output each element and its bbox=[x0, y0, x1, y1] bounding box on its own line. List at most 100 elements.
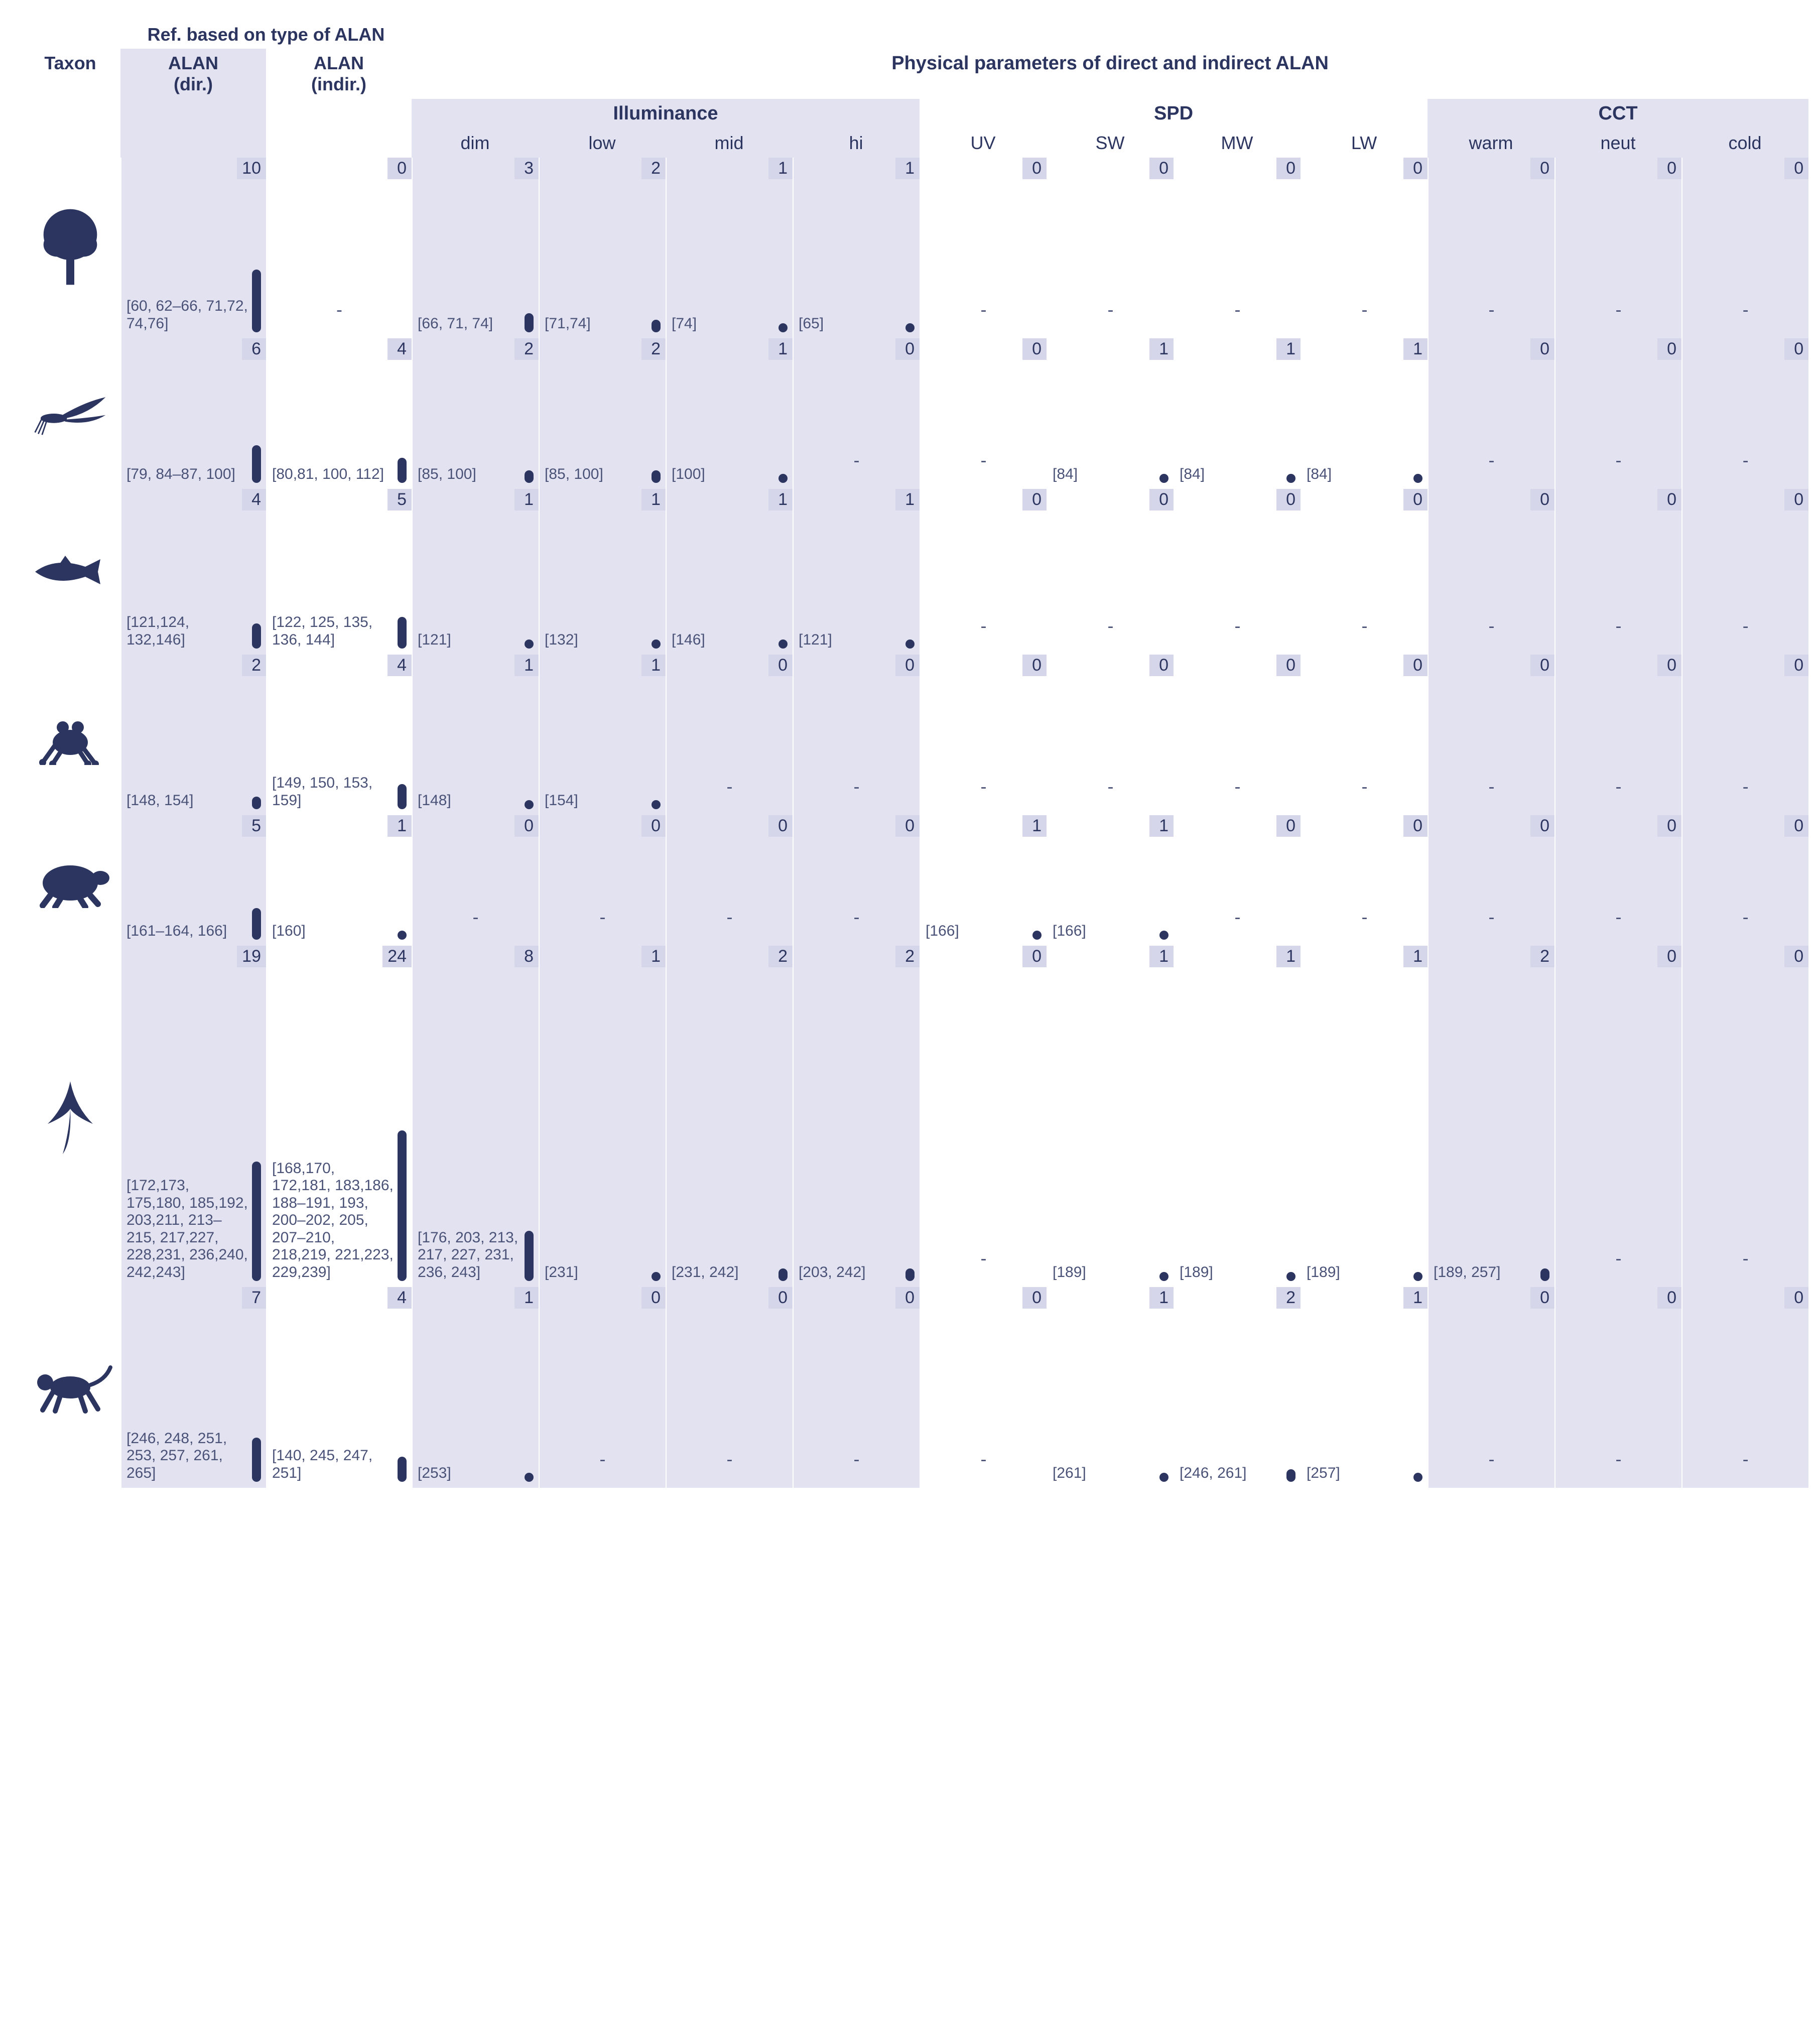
col-uv: UV bbox=[920, 129, 1047, 158]
count-badge: 0 bbox=[1657, 338, 1681, 360]
cell-mayfly-neut: 0- bbox=[1554, 338, 1681, 489]
cell-fish-mid: 1[146] bbox=[666, 489, 793, 655]
cell-monkey-alan_indir: 4[140, 245, 247, 251] bbox=[266, 1287, 412, 1488]
empty-dash: - bbox=[921, 1248, 1047, 1269]
value-bar bbox=[652, 640, 661, 649]
refs-text: [84] bbox=[1053, 466, 1155, 483]
count-badge: 4 bbox=[242, 489, 266, 510]
cell-monkey-lw: 1 [257] bbox=[1301, 1287, 1428, 1488]
count-badge: 0 bbox=[768, 1287, 793, 1309]
count-badge: 0 bbox=[1784, 655, 1808, 676]
cell-monkey-sw: 1[261] bbox=[1047, 1287, 1174, 1488]
cell-mayfly-uv: 0- bbox=[920, 338, 1047, 489]
value-bar bbox=[252, 1438, 261, 1482]
cell-mayfly-dim: 2[85, 100] bbox=[412, 338, 539, 489]
cell-monkey-low: 0- bbox=[539, 1287, 666, 1488]
value-bar bbox=[252, 623, 261, 649]
count-badge: 0 bbox=[1530, 158, 1554, 179]
value-bar bbox=[1540, 1268, 1549, 1281]
cell-tree-neut: 0- bbox=[1554, 158, 1681, 338]
count-badge: 0 bbox=[1784, 158, 1808, 179]
alan-indir-header: ALAN (indir.) bbox=[266, 49, 412, 99]
cell-frog-uv: 0- bbox=[920, 655, 1047, 815]
count-badge: 0 bbox=[1530, 815, 1554, 837]
empty-dash: - bbox=[1429, 776, 1554, 797]
count-badge: 24 bbox=[382, 946, 412, 967]
count-badge: 0 bbox=[1530, 489, 1554, 510]
empty-dash: - bbox=[667, 776, 793, 797]
count-badge: 1 bbox=[514, 1287, 539, 1309]
cell-tree-mw: 0- bbox=[1174, 158, 1301, 338]
count-badge: 1 bbox=[1403, 946, 1428, 967]
count-badge: 1 bbox=[1022, 815, 1047, 837]
count-badge: 1 bbox=[895, 158, 920, 179]
col-neut: neut bbox=[1554, 129, 1681, 158]
col-mw: MW bbox=[1174, 129, 1301, 158]
cct-group: CCT bbox=[1428, 99, 1808, 129]
empty-dash: - bbox=[794, 776, 920, 797]
empty-dash: - bbox=[1682, 450, 1808, 471]
cell-monkey-alan_dir: 7[246, 248, 251, 253, 257, 261, 265] bbox=[120, 1287, 266, 1488]
cell-frog-alan_indir: 4[149, 150, 153, 159] bbox=[266, 655, 412, 815]
cell-turtle-warm: 0- bbox=[1428, 815, 1554, 946]
cell-bird-mid: 2[231, 242] bbox=[666, 946, 793, 1287]
refs-text: [140, 245, 247, 251] bbox=[272, 1447, 394, 1482]
cell-fish-hi: 1[121] bbox=[793, 489, 920, 655]
count-badge: 0 bbox=[1149, 655, 1174, 676]
cell-turtle-uv: 1[166] bbox=[920, 815, 1047, 946]
count-badge: 0 bbox=[1657, 158, 1681, 179]
col-lw: LW bbox=[1301, 129, 1428, 158]
count-badge: 1 bbox=[1403, 1287, 1428, 1309]
cell-monkey-uv: 0- bbox=[920, 1287, 1047, 1488]
empty-dash: - bbox=[1682, 615, 1808, 636]
count-badge: 0 bbox=[641, 1287, 666, 1309]
taxon-mayfly-icon bbox=[20, 338, 120, 489]
count-badge: 0 bbox=[1657, 489, 1681, 510]
count-badge: 0 bbox=[1784, 338, 1808, 360]
count-badge: 0 bbox=[895, 338, 920, 360]
cell-tree-alan_dir: 10[60, 62–66, 71,72, 74,76] bbox=[120, 158, 266, 338]
count-badge: 0 bbox=[1403, 489, 1428, 510]
value-bar bbox=[779, 1268, 788, 1281]
value-bar bbox=[905, 640, 915, 649]
count-badge: 1 bbox=[895, 489, 920, 510]
refs-text: [146] bbox=[672, 631, 774, 649]
taxon-frog-icon bbox=[20, 655, 120, 815]
cell-fish-dim: 1[121] bbox=[412, 489, 539, 655]
value-bar bbox=[652, 470, 661, 483]
refs-text: [253] bbox=[418, 1465, 521, 1482]
cell-fish-alan_indir: 5[122, 125, 135, 136, 144] bbox=[266, 489, 412, 655]
count-badge: 1 bbox=[768, 338, 793, 360]
count-badge: 2 bbox=[242, 655, 266, 676]
cell-bird-uv: 0- bbox=[920, 946, 1047, 1287]
cell-fish-uv: 0- bbox=[920, 489, 1047, 655]
phys-super-title: Physical parameters of direct and indire… bbox=[412, 49, 1808, 99]
cell-bird-alan_indir: 24[168,170, 172,181, 183,186, 188–191, 1… bbox=[266, 946, 412, 1287]
taxon-tree-icon bbox=[20, 158, 120, 338]
cell-fish-neut: 0- bbox=[1554, 489, 1681, 655]
cell-monkey-warm: 0- bbox=[1428, 1287, 1554, 1488]
refs-text: [257] bbox=[1307, 1465, 1409, 1482]
refs-text: [203, 242] bbox=[799, 1264, 901, 1282]
cell-tree-cold: 0- bbox=[1681, 158, 1808, 338]
count-badge: 6 bbox=[242, 338, 266, 360]
empty-dash: - bbox=[1555, 615, 1681, 636]
cell-fish-mw: 0- bbox=[1174, 489, 1301, 655]
value-bar bbox=[398, 458, 407, 483]
cell-bird-dim: 8[176, 203, 213, 217, 227, 231, 236, 243… bbox=[412, 946, 539, 1287]
count-badge: 0 bbox=[895, 815, 920, 837]
value-bar bbox=[1286, 474, 1295, 483]
count-badge: 1 bbox=[1149, 815, 1174, 837]
count-badge: 0 bbox=[1530, 338, 1554, 360]
empty-dash: - bbox=[413, 907, 539, 928]
cell-mayfly-alan_dir: 6[79, 84–87, 100] bbox=[120, 338, 266, 489]
empty-dash: - bbox=[1555, 776, 1681, 797]
refs-text: [189, 257] bbox=[1434, 1264, 1536, 1282]
col-sw: SW bbox=[1047, 129, 1174, 158]
empty-dash: - bbox=[1555, 907, 1681, 928]
empty-dash: - bbox=[921, 776, 1047, 797]
value-bar bbox=[779, 323, 788, 332]
count-badge: 4 bbox=[387, 655, 412, 676]
cell-turtle-mid: 0- bbox=[666, 815, 793, 946]
count-badge: 0 bbox=[768, 655, 793, 676]
